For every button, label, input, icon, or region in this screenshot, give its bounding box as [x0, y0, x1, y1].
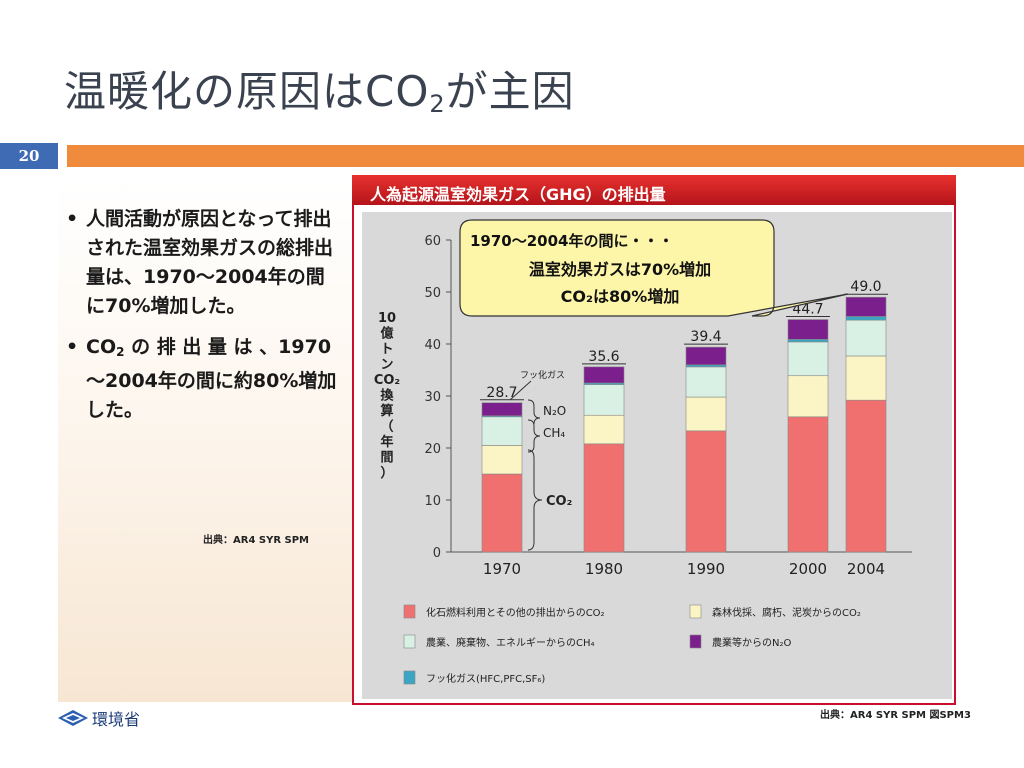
bullet-item: CO2 の 排 出 量 は 、1970～2004年の間に約80%増加した。	[64, 333, 340, 425]
chart-title-bar	[352, 175, 956, 205]
bullet-item: 人間活動が原因となって排出された温室効果ガスの総排出量は、1970～2004年の…	[64, 205, 340, 321]
bullet-text: 人間活動が原因となって排出された温室効果ガスの総排出量は、1970～2004年の…	[86, 208, 334, 317]
slide-title: 温暖化の原因はCO2が主因	[64, 58, 575, 119]
ministry-logo-icon	[58, 710, 88, 726]
bullet-subscript: 2	[116, 345, 125, 359]
title-main: 温暖化の原因はCO	[64, 67, 430, 116]
bullet-list: 人間活動が原因となって排出された温室効果ガスの総排出量は、1970～2004年の…	[64, 205, 340, 437]
ministry-logo: 環境省	[58, 706, 140, 730]
chart-source: 出典：AR4 SYR SPM 図SPM3	[820, 710, 971, 721]
source-note: 出典：AR4 SYR SPM	[203, 535, 309, 546]
chart-title: 人為起源温室効果ガス（GHG）の排出量	[370, 185, 666, 204]
bullet-text: の 排 出 量 は 、1970～2004年の間に約80%増加した。	[86, 336, 337, 421]
bullet-text: CO	[86, 336, 117, 358]
title-rest: が主因	[445, 67, 575, 116]
page-number: 20	[0, 143, 58, 169]
header-accent-bar	[67, 145, 1024, 167]
title-subscript: 2	[429, 90, 446, 118]
chart-background	[362, 212, 952, 699]
logo-text: 環境省	[92, 710, 141, 729]
